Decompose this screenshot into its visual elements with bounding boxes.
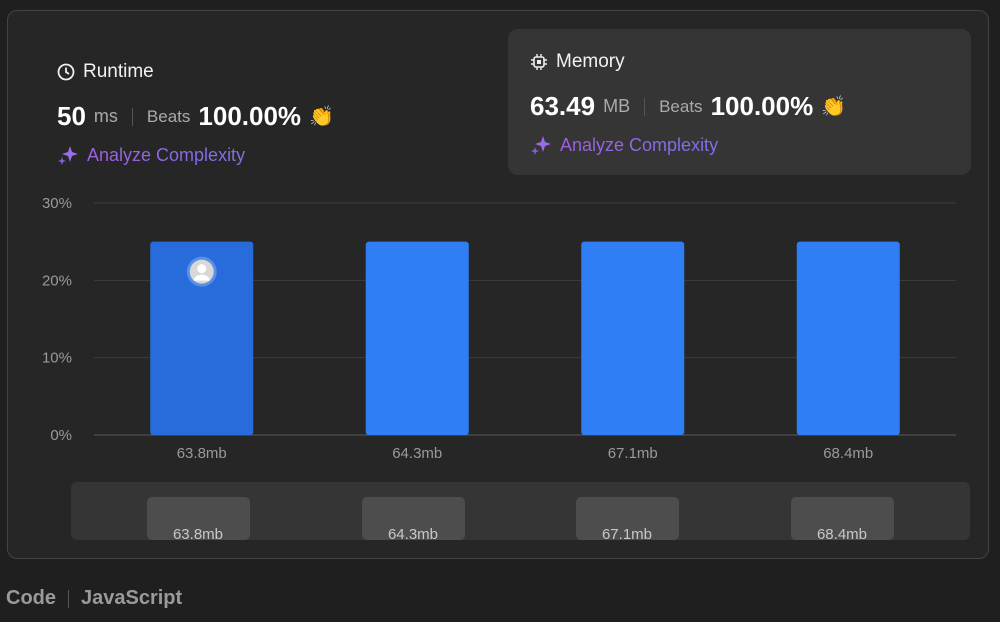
avatar-body-icon <box>193 274 210 281</box>
clap-icon: 👏 <box>309 106 334 128</box>
divider <box>644 97 646 116</box>
chip-icon <box>531 54 547 70</box>
runtime-unit: ms <box>93 106 118 126</box>
language-label: JavaScript <box>81 587 183 609</box>
clap-icon: 👏 <box>821 96 847 118</box>
navigator-bar[interactable] <box>791 497 894 540</box>
bar[interactable] <box>581 241 685 435</box>
analyze-complexity-link[interactable]: Analyze Complexity <box>57 144 476 166</box>
divider <box>68 589 69 608</box>
navigator-label: 68.4mb <box>817 526 867 543</box>
chart-navigator[interactable] <box>71 482 970 540</box>
runtime-title: Runtime <box>83 61 154 82</box>
memory-beats: 100.00% <box>710 91 814 121</box>
sparkle-icon <box>531 136 551 155</box>
runtime-beats: 100.00% <box>198 101 302 131</box>
y-tick-label: 20% <box>42 272 72 289</box>
y-tick-label: 30% <box>42 195 72 212</box>
memory-distribution-chart: 0% 10% 20% 30% 63.8mb 63.8mb 64.3mb 64.3mb 67.1m… <box>42 195 970 543</box>
y-tick-label: 10% <box>42 350 72 367</box>
memory-value: 63.49 <box>530 91 596 121</box>
clock-icon <box>57 63 75 81</box>
x-tick-label: 64.3mb <box>392 445 442 462</box>
beats-label: Beats <box>146 106 191 126</box>
bar[interactable] <box>150 241 254 435</box>
sparkle-icon <box>58 146 78 165</box>
navigator-label: 64.3mb <box>388 526 438 543</box>
x-tick-label: 68.4mb <box>823 445 873 462</box>
code-footer: Code JavaScript <box>6 587 182 610</box>
analyze-complexity-link[interactable]: Analyze Complexity <box>530 134 949 156</box>
navigator-bar[interactable] <box>362 497 465 540</box>
navigator-bar[interactable] <box>147 497 250 540</box>
navigator-label: 63.8mb <box>173 526 223 543</box>
divider <box>131 107 133 126</box>
avatar-head-icon <box>197 264 207 274</box>
runtime-value: 50 <box>57 101 86 131</box>
navigator-label: 67.1mb <box>602 526 652 543</box>
memory-title: Memory <box>556 51 625 72</box>
x-tick-label: 67.1mb <box>608 445 658 462</box>
code-label: Code <box>6 587 56 609</box>
beats-label: Beats <box>659 96 703 116</box>
bar[interactable] <box>796 241 900 435</box>
memory-unit: MB <box>603 96 631 116</box>
y-tick-label: 0% <box>50 427 72 444</box>
bar[interactable] <box>365 241 469 435</box>
memory-panel[interactable]: Memory 63.49 MB Beats 100.00% 👏 Analyze Comp… <box>508 29 971 175</box>
runtime-panel[interactable]: Runtime 50 ms Beats 100.00% 👏 Analyze Comple… <box>35 39 498 185</box>
navigator-bar[interactable] <box>576 497 679 540</box>
x-tick-label: 63.8mb <box>177 445 227 462</box>
